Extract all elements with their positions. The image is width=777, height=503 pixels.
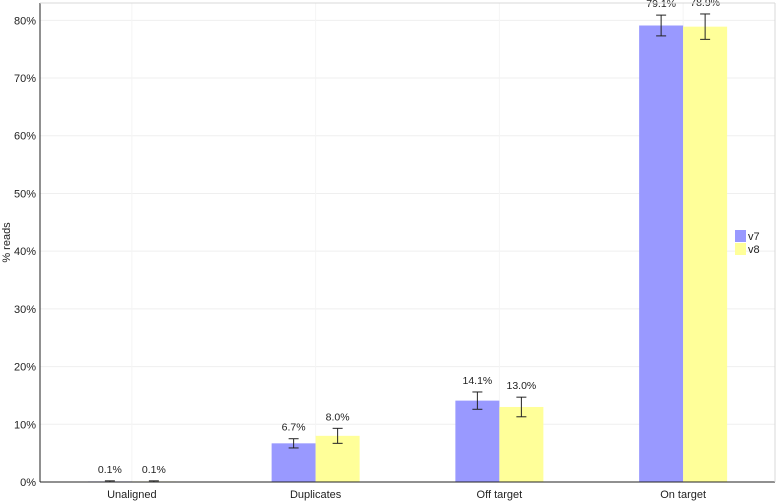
y-tick-label: 80%: [14, 15, 36, 27]
y-axis-title: % reads: [1, 222, 13, 263]
data-label: 8.0%: [326, 411, 350, 423]
bar-v8-on-target: [683, 26, 728, 483]
y-tick-label: 70%: [14, 73, 36, 85]
data-label: 14.1%: [462, 375, 492, 387]
bar-v8-off-target: [499, 406, 544, 482]
legend-label-v7: v7: [748, 231, 760, 243]
data-label: 78.9%: [690, 0, 720, 9]
y-tick-label: 50%: [14, 188, 36, 200]
bar-v7-on-target: [639, 25, 684, 482]
bar-v7-duplicates: [271, 443, 316, 482]
data-label: 13.0%: [506, 380, 536, 392]
data-label: 0.1%: [98, 464, 122, 476]
y-tick-label: 60%: [14, 131, 36, 143]
legend-swatch-v7: [735, 230, 746, 242]
x-tick-label: Off target: [477, 489, 523, 501]
legend-label-v8: v8: [748, 244, 760, 256]
legend-swatch-v8: [735, 243, 746, 255]
data-label: 0.1%: [142, 464, 166, 476]
bar-v7-off-target: [455, 400, 500, 482]
x-tick-label: Duplicates: [290, 489, 342, 501]
y-tick-label: 30%: [14, 304, 36, 316]
data-label: 6.7%: [282, 422, 306, 434]
y-tick-label: 0%: [20, 477, 36, 489]
data-label: 79.1%: [646, 0, 676, 10]
y-tick-label: 20%: [14, 362, 36, 374]
x-tick-label: Unaligned: [107, 489, 157, 501]
y-tick-label: 10%: [14, 419, 36, 431]
y-tick-label: 40%: [14, 246, 36, 258]
x-tick-label: On target: [660, 489, 706, 501]
